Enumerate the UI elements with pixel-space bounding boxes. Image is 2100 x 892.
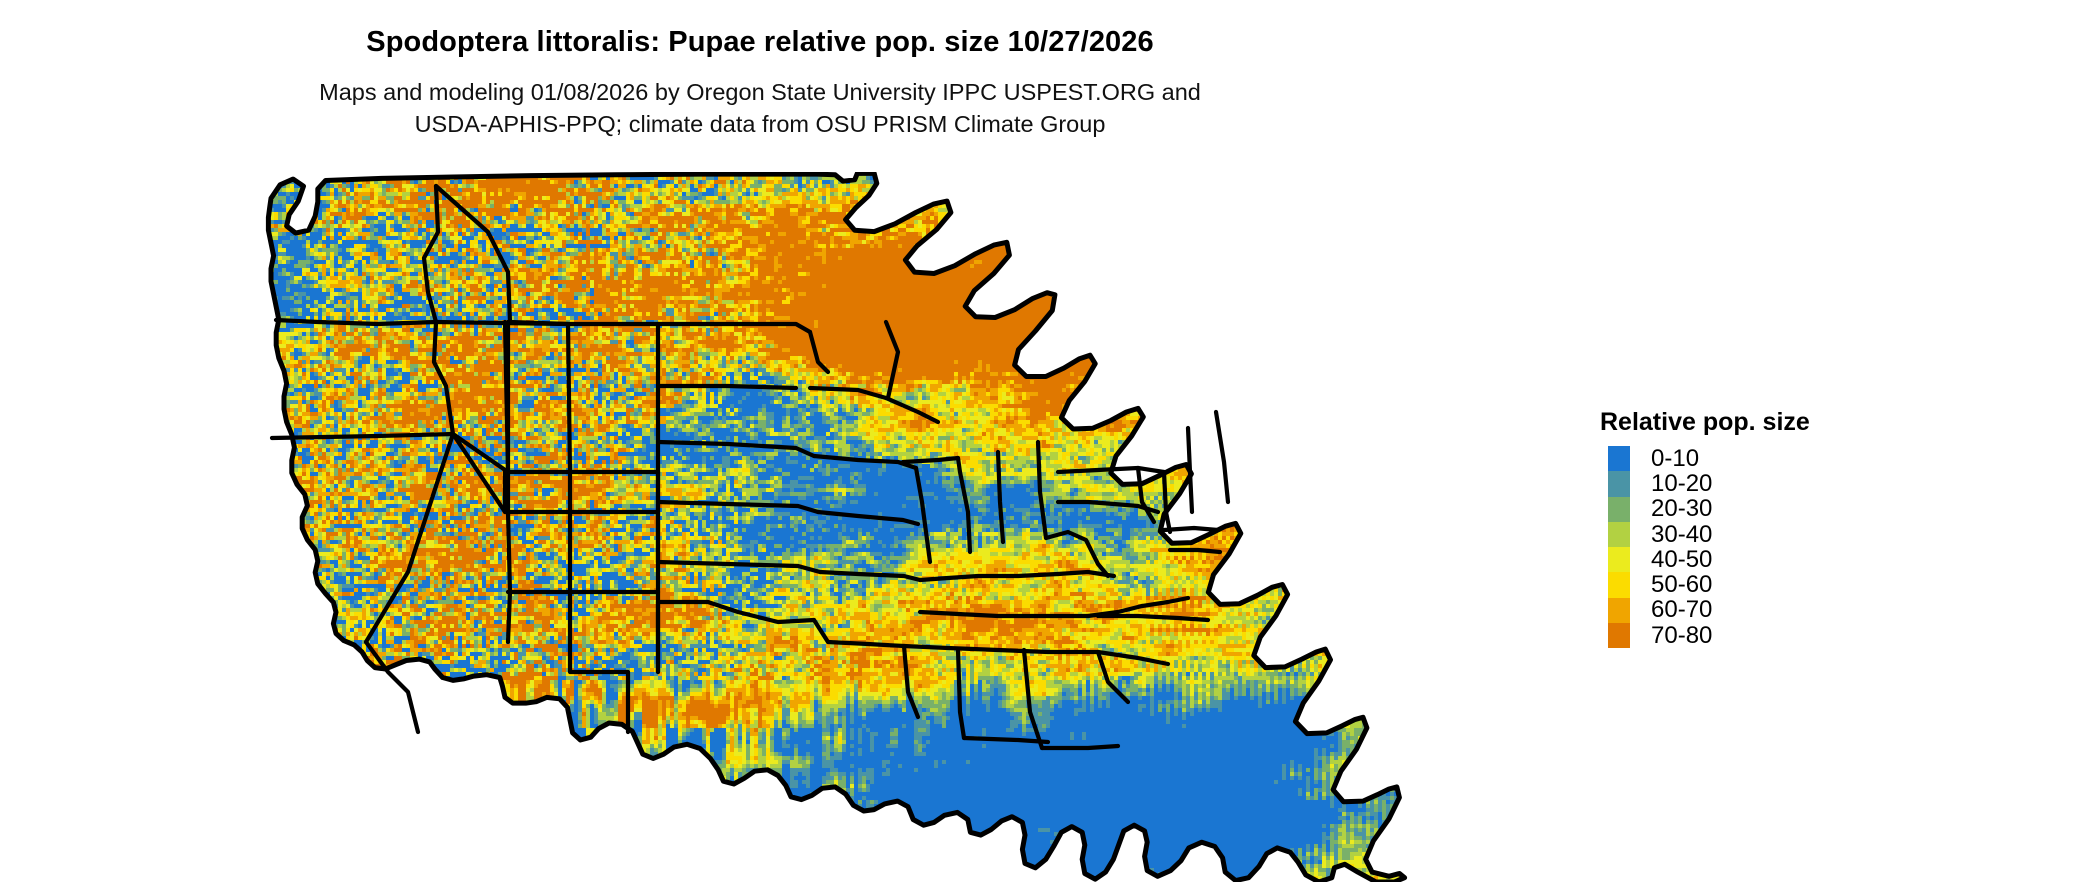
state-border — [655, 499, 821, 515]
page-subtitle: Maps and modeling 01/08/2026 by Oregon S… — [0, 76, 1520, 141]
state-border — [655, 599, 817, 625]
legend-row: 50-60 — [1608, 571, 1810, 599]
legend-label: 70-80 — [1651, 621, 1713, 649]
state-border — [655, 439, 817, 459]
state-border — [565, 321, 573, 475]
state-border — [807, 385, 889, 401]
state-border — [917, 609, 1091, 619]
state-border — [811, 617, 831, 645]
state-boundaries — [269, 183, 1231, 751]
legend-row: 60-70 — [1608, 596, 1810, 624]
legend-label: 50-60 — [1651, 571, 1713, 599]
legend-row: 30-40 — [1608, 520, 1810, 548]
state-border — [269, 431, 456, 441]
state-border — [1055, 499, 1117, 507]
state-border — [433, 319, 661, 327]
raster-class-7 — [268, 173, 1405, 882]
state-border — [655, 559, 823, 575]
state-border — [450, 431, 511, 475]
state-border — [815, 509, 921, 527]
state-border — [655, 383, 799, 391]
subtitle-line-2: USDA-APHIS-PPQ; climate data from OSU PR… — [414, 111, 1106, 138]
legend-label: 60-70 — [1651, 596, 1713, 624]
legend-swatch — [1608, 623, 1630, 649]
legend-label: 10-20 — [1651, 469, 1713, 497]
state-border — [1213, 409, 1231, 505]
map-container — [258, 172, 1558, 882]
state-border — [955, 455, 973, 555]
state-border — [995, 449, 1006, 545]
legend-label: 20-30 — [1651, 495, 1713, 523]
legend: Relative pop. size 0-10 10-20 20-30 30-40 40… — [1600, 408, 1810, 649]
state-border — [913, 465, 933, 565]
subtitle-line-1: Maps and modeling 01/08/2026 by Oregon S… — [319, 78, 1201, 105]
state-border — [1161, 525, 1221, 533]
title-block: Spodoptera littoralis: Pupae relative po… — [0, 0, 1520, 141]
state-border — [883, 395, 941, 425]
us-choropleth-map — [265, 172, 1408, 882]
state-border — [363, 639, 421, 735]
state-border — [1095, 613, 1211, 623]
state-border — [883, 319, 901, 401]
legend-row: 70-80 — [1608, 621, 1810, 649]
state-border — [1039, 743, 1121, 751]
legend-label: 40-50 — [1651, 545, 1713, 573]
legend-row: 10-20 — [1608, 469, 1810, 497]
state-border — [817, 569, 923, 583]
state-border — [955, 647, 967, 741]
state-border — [901, 643, 1101, 655]
legend-swatch — [1608, 597, 1630, 624]
legend-swatch — [1608, 547, 1630, 573]
legend-row: 0-10 — [1608, 444, 1810, 472]
legend-entries: 0-10 10-20 20-30 30-40 40-50 50-60 60-70 70-80 — [1608, 444, 1810, 649]
legend-swatch — [1608, 496, 1630, 522]
legend-row: 40-50 — [1608, 545, 1810, 573]
state-border — [825, 639, 907, 649]
state-border — [807, 329, 831, 375]
state-border — [1043, 529, 1111, 579]
legend-swatch — [1608, 572, 1630, 598]
national-boundary — [265, 172, 1408, 882]
state-border — [655, 321, 813, 335]
state-border — [1095, 649, 1131, 705]
raster-class-5 — [268, 173, 1405, 882]
state-border — [505, 469, 661, 515]
state-border — [961, 735, 1051, 745]
state-border — [900, 455, 961, 465]
state-border — [1111, 501, 1161, 515]
raster-class-4 — [268, 173, 1405, 882]
state-border — [917, 571, 1061, 583]
state-border — [1139, 595, 1191, 609]
state-border — [1167, 547, 1223, 555]
legend-label: 30-40 — [1651, 520, 1713, 548]
state-border — [567, 589, 631, 735]
state-border — [421, 183, 456, 437]
state-border — [273, 317, 439, 327]
legend-label: 0-10 — [1651, 444, 1700, 472]
page-title: Spodoptera littoralis: Pupae relative po… — [366, 26, 1154, 58]
state-border — [1035, 439, 1049, 541]
legend-row: 20-30 — [1608, 495, 1810, 523]
state-border — [1095, 649, 1171, 667]
raster-class-1 — [268, 173, 1405, 882]
state-border — [901, 643, 921, 720]
relative-population-raster — [268, 173, 1405, 882]
state-border — [505, 319, 661, 475]
state-border — [363, 431, 456, 645]
legend-swatch — [1608, 471, 1630, 497]
state-border — [505, 509, 513, 645]
state-border — [1021, 647, 1045, 751]
legend-swatch — [1608, 446, 1630, 472]
state-border — [1055, 465, 1167, 475]
legend-swatch — [1608, 521, 1630, 548]
state-border — [811, 453, 919, 471]
state-border — [1135, 465, 1157, 525]
legend-title: Relative pop. size — [1600, 408, 1810, 436]
